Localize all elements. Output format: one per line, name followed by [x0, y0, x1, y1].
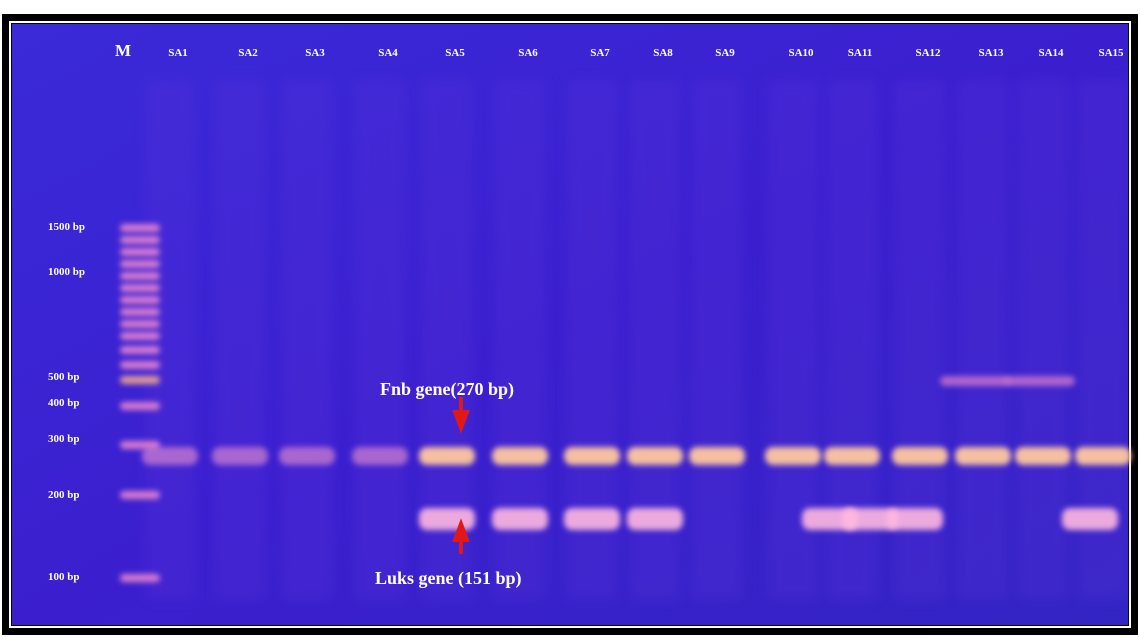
lane-streak	[215, 80, 265, 600]
lane-label: SA12	[915, 47, 941, 59]
band-270	[212, 447, 268, 465]
arrow-luks	[452, 518, 470, 554]
ladder-band	[120, 574, 160, 582]
arrow-fnb	[452, 397, 470, 434]
ladder-band	[120, 402, 160, 410]
band-270	[892, 447, 948, 465]
labels: M SA1 SA2 SA3 SA4 SA5 SA6 SA7 SA8 SA9 SA10 SA11 SA12…	[48, 41, 1124, 583]
lane-label: SA14	[1038, 47, 1064, 59]
bands	[120, 80, 1131, 600]
lane-streak	[1018, 80, 1068, 600]
band-151	[842, 508, 898, 530]
ladder-band	[120, 332, 160, 340]
ladder-label: 400 bp	[48, 397, 80, 409]
lane-label: SA7	[590, 47, 610, 59]
ladder-band	[120, 308, 160, 316]
ladder-label: 1500 bp	[48, 221, 85, 233]
band-270	[627, 447, 683, 465]
ladder-band	[120, 224, 160, 232]
band-151	[492, 508, 548, 530]
band-151	[1062, 508, 1118, 530]
band-151	[564, 508, 620, 530]
ladder-band	[120, 248, 160, 256]
annotation: Luks gene (151 bp)	[375, 568, 522, 589]
lane-label: SA10	[788, 47, 814, 59]
lane-label: SA11	[848, 47, 872, 59]
lane-label: SA4	[378, 47, 398, 59]
band-151	[627, 508, 683, 530]
band-270	[564, 447, 620, 465]
inner-border	[9, 21, 1131, 628]
ladder-band	[120, 272, 160, 280]
lane-label: SA5	[445, 47, 465, 59]
ladder-label: 500 bp	[48, 371, 80, 383]
lane-label: M	[115, 41, 131, 60]
lane-label: SA9	[715, 47, 735, 59]
lane-label: SA1	[168, 47, 188, 59]
band-270	[1015, 447, 1071, 465]
band-270	[492, 447, 548, 465]
band-270	[142, 447, 198, 465]
ladder-label: 300 bp	[48, 433, 80, 445]
lane-streak	[958, 80, 1008, 600]
band-151	[887, 508, 943, 530]
band-270	[955, 447, 1011, 465]
lane-streak	[355, 80, 405, 600]
lane-label: SA2	[238, 47, 258, 59]
ladder-band	[120, 236, 160, 244]
band-270	[279, 447, 335, 465]
ladder-label: 200 bp	[48, 489, 80, 501]
ladder-band	[120, 320, 160, 328]
lane-streak	[692, 80, 742, 600]
ladder-band	[120, 361, 160, 369]
ladder-band	[120, 260, 160, 268]
lane-label: SA8	[653, 47, 673, 59]
band-faint	[1005, 376, 1075, 386]
band-151	[419, 508, 475, 530]
ladder-label: 1000 bp	[48, 266, 85, 278]
band-270	[765, 447, 821, 465]
band-faint	[940, 376, 1010, 386]
ladder-band	[120, 491, 160, 499]
ladder-band	[120, 346, 160, 354]
band-270	[824, 447, 880, 465]
band-270	[1075, 447, 1131, 465]
lane-label: SA3	[305, 47, 325, 59]
band-270	[689, 447, 745, 465]
band-270	[419, 447, 475, 465]
lane-streak	[282, 80, 332, 600]
lane-label: SA15	[1098, 47, 1124, 59]
ladder-band	[120, 296, 160, 304]
ladder-band	[120, 284, 160, 292]
ladder-band	[120, 376, 160, 384]
lane-label: SA6	[518, 47, 538, 59]
band-270	[352, 447, 408, 465]
ladder-label: 100 bp	[48, 571, 80, 583]
lane-label: SA13	[978, 47, 1004, 59]
annotation: Fnb gene(270 bp)	[380, 379, 514, 400]
